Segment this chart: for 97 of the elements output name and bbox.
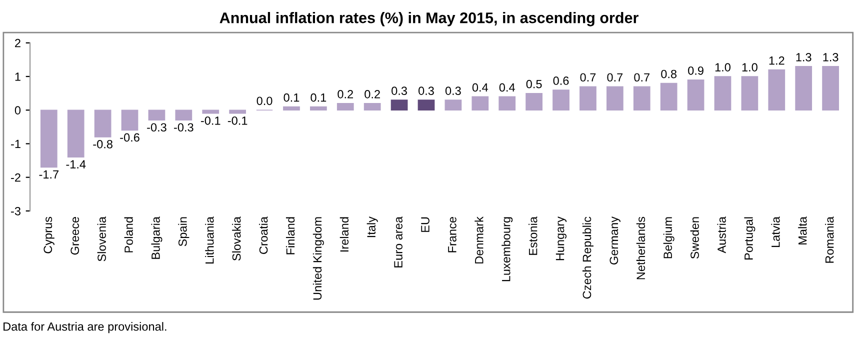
bar (660, 82, 678, 110)
bar (229, 110, 246, 114)
data-label: -0.8 (93, 140, 112, 148)
x-tick-label: Poland (124, 217, 133, 252)
data-label: 0.8 (661, 70, 677, 78)
bar (526, 92, 542, 110)
bar (364, 103, 381, 110)
data-label: 0.2 (364, 90, 380, 98)
x-tick-label: Netherlands (636, 216, 646, 280)
data-label: 0.3 (392, 86, 407, 95)
y-tick-label: -2 (11, 173, 20, 182)
data-label: -0.1 (200, 116, 220, 125)
x-tick-label: Cyprus (44, 216, 54, 254)
bar (283, 106, 300, 110)
data-label: 0.0 (256, 96, 272, 106)
data-label: 0.1 (310, 93, 326, 102)
data-label: 0.3 (418, 86, 434, 95)
x-tick-label: Hungary (556, 216, 567, 260)
bar (580, 86, 596, 110)
data-label: 1.2 (769, 56, 784, 65)
x-tick-label: Greece (70, 217, 80, 255)
data-label: 0.2 (338, 90, 353, 98)
x-tick-label: Italy (366, 216, 378, 238)
data-label: 0.7 (607, 73, 623, 82)
x-tick-label: Finland (286, 217, 295, 254)
bar (40, 110, 58, 168)
data-label: 0.1 (284, 93, 300, 102)
bar (768, 69, 786, 110)
x-tick-label: Sweden (690, 217, 699, 259)
data-label: 0.7 (634, 73, 650, 82)
bar (687, 80, 704, 110)
bar (714, 76, 732, 110)
x-tick-label: Slovenia (97, 216, 106, 262)
x-tick-label: Ireland (340, 217, 349, 252)
x-tick-label: Latvia (771, 216, 780, 248)
bar (633, 86, 650, 110)
bar (822, 66, 839, 110)
x-tick-label: Romania (825, 216, 834, 263)
bar (121, 110, 138, 131)
data-label: 0.3 (445, 86, 461, 95)
x-tick-label: Czech Republic (582, 216, 594, 299)
x-tick-label: United Kingdom (312, 217, 324, 300)
x-tick-label: EU (421, 217, 430, 232)
data-label: -0.3 (147, 123, 166, 132)
x-tick-label: Slovakia (232, 216, 241, 261)
bar (67, 110, 84, 158)
x-tick-label: Bulgaria (151, 216, 162, 259)
data-label: -0.1 (228, 116, 248, 125)
x-tick-label: Luxembourg (502, 217, 513, 282)
bar (741, 76, 758, 110)
bar (472, 96, 489, 110)
data-label: 0.6 (553, 76, 569, 85)
x-tick-label: Lithuania (205, 216, 214, 264)
y-tick-label: 0 (14, 106, 21, 114)
data-label: 0.4 (499, 83, 515, 92)
data-label: 1.0 (715, 63, 730, 72)
data-label: -0.6 (120, 133, 140, 142)
bar (444, 100, 462, 110)
x-tick-label: Portugal (744, 217, 756, 260)
x-tick-label: Spain (178, 217, 190, 246)
x-tick-label: Denmark (474, 216, 484, 264)
chart-title: Annual inflation rates (%) in May 2015, in ascending order (220, 12, 638, 26)
y-tick-label: -1 (11, 140, 20, 148)
x-tick-label: Euro area (394, 216, 402, 268)
data-label: 1.3 (796, 53, 812, 62)
bar (552, 90, 570, 110)
data-label: 0.4 (472, 83, 488, 92)
bar (606, 86, 624, 110)
data-label: 0.5 (526, 80, 542, 88)
bar (418, 100, 435, 110)
bar (390, 100, 408, 110)
x-tick-label: Croatia (259, 216, 268, 254)
data-label: -1.7 (39, 170, 58, 178)
bar (336, 103, 354, 110)
x-tick-label: Estonia (528, 216, 538, 255)
bar (94, 110, 112, 138)
bar (795, 66, 812, 110)
bar (175, 110, 192, 121)
data-label: 1.3 (823, 53, 838, 62)
bar (498, 96, 516, 110)
data-label: -1.4 (66, 160, 86, 168)
text: Data for Austria are provisional. (4, 322, 166, 334)
y-tick-label: 1 (15, 72, 20, 81)
data-label: 0.7 (580, 73, 596, 82)
bar (148, 110, 166, 121)
x-tick-label: France (448, 217, 456, 252)
y-tick-label: -3 (11, 206, 20, 216)
bar (202, 110, 220, 114)
data-label: -0.3 (174, 123, 194, 132)
data-label: 1.0 (742, 63, 758, 72)
x-tick-label: Austria (717, 216, 726, 254)
y-tick-label: 2 (15, 38, 20, 48)
data-label: 0.9 (688, 66, 704, 75)
x-tick-label: Germany (610, 216, 620, 264)
bar (310, 106, 327, 110)
x-tick-label: Belgium (663, 217, 674, 258)
x-tick-label: Malta (798, 216, 807, 244)
